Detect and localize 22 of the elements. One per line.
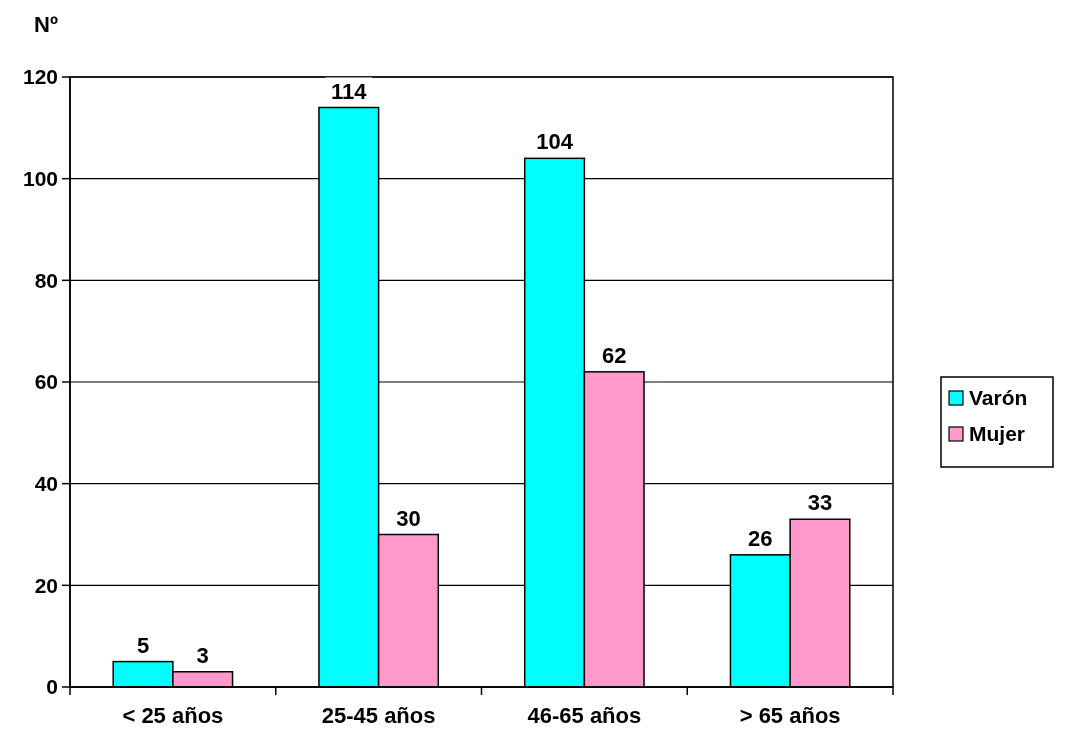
y-axis-title: Nº [34, 12, 58, 37]
y-tick-label: 40 [34, 472, 58, 496]
legend-label: Mujer [969, 422, 1026, 445]
legend-label: Varón [969, 386, 1028, 409]
data-label: 5 [136, 632, 150, 658]
x-tick-label: < 25 años [122, 703, 224, 728]
x-tick-label: 25-45 años [321, 703, 436, 728]
data-label: 3 [196, 642, 209, 668]
data-label: 114 [331, 78, 368, 104]
y-tick-label: 20 [34, 573, 58, 597]
data-label: 33 [807, 490, 833, 516]
data-label: 26 [748, 525, 773, 551]
y-tick-label: 80 [34, 268, 58, 292]
y-tick-label: 100 [22, 167, 58, 191]
x-tick-label: 46-65 años [527, 703, 642, 728]
y-tick-label: 60 [34, 370, 58, 394]
y-tick-label: 120 [22, 65, 58, 89]
data-label: 62 [601, 342, 627, 368]
data-label: 30 [396, 505, 421, 531]
x-tick-label: > 65 años [739, 703, 841, 728]
y-tick-label: 0 [46, 675, 58, 699]
data-label: 104 [536, 129, 574, 155]
